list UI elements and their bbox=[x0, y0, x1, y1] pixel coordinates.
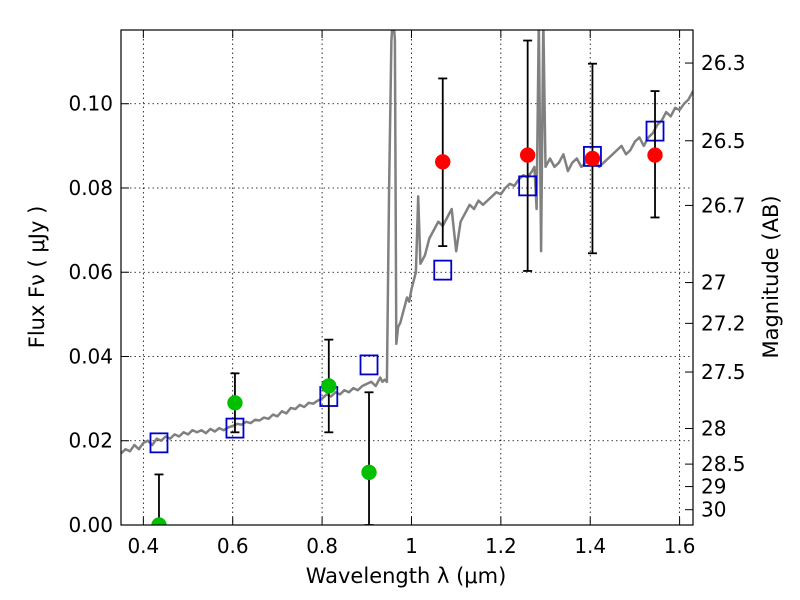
tick-layer: 0.4 0.6 0.8 1 1.2 1.4 1.6 0.00 0.02 0.04 0.06 0.08 0… bbox=[68, 30, 746, 558]
model-photometry-square bbox=[359, 354, 379, 376]
plot-area bbox=[121, 30, 693, 525]
magnitude-tick-label: 29 bbox=[701, 475, 726, 499]
y-tick-label: 0.10 bbox=[68, 92, 113, 116]
magnitude-tick-label: 27.2 bbox=[701, 311, 746, 335]
magnitude-tick-label: 26.5 bbox=[701, 129, 746, 153]
magnitude-tick-label: 26.3 bbox=[701, 51, 746, 75]
observed-optical-point bbox=[321, 378, 337, 394]
y-tick-label: 0.06 bbox=[68, 260, 113, 284]
y-tick-label: 0.08 bbox=[68, 176, 113, 200]
y-tick-label: 0.02 bbox=[68, 429, 113, 453]
secondary-y-axis-label: Magnitude (AB) bbox=[759, 195, 783, 358]
observed-optical-point bbox=[361, 464, 377, 481]
x-tick-label: 1.6 bbox=[664, 534, 696, 558]
observed-optical-point bbox=[227, 395, 243, 411]
x-tick-label: 0.4 bbox=[127, 534, 159, 558]
observed-infrared-point bbox=[435, 154, 451, 170]
x-tick-label: 1 bbox=[405, 534, 418, 558]
observed-infrared-point bbox=[519, 147, 536, 163]
x-tick-label: 0.6 bbox=[217, 534, 249, 558]
model-photometry-square bbox=[433, 259, 453, 281]
grid bbox=[121, 30, 693, 526]
magnitude-tick-label: 27.5 bbox=[701, 360, 746, 384]
observed-infrared-point bbox=[647, 147, 663, 163]
x-tick-label: 1.4 bbox=[574, 534, 606, 558]
y-axis-label: Flux Fν ( μJy ) bbox=[25, 206, 49, 349]
model-photometry-square bbox=[149, 432, 169, 454]
observed-optical-point bbox=[151, 517, 167, 525]
magnitude-tick-label: 28.5 bbox=[701, 452, 746, 476]
magnitude-tick-label: 27 bbox=[701, 271, 726, 295]
y-tick-label: 0.04 bbox=[68, 344, 113, 368]
x-tick-label: 1.2 bbox=[485, 534, 517, 558]
y-tick-label: 0.00 bbox=[68, 513, 113, 537]
plot-frame bbox=[120, 29, 694, 526]
observed-infrared-point bbox=[584, 150, 601, 167]
plot-layer bbox=[121, 30, 693, 525]
magnitude-tick-label: 28 bbox=[701, 416, 726, 440]
x-tick-label: 0.8 bbox=[306, 534, 338, 558]
x-axis-label: Wavelength λ (μm) bbox=[306, 564, 507, 588]
magnitude-tick-label: 30 bbox=[701, 498, 726, 522]
magnitude-tick-label: 26.7 bbox=[701, 193, 746, 217]
